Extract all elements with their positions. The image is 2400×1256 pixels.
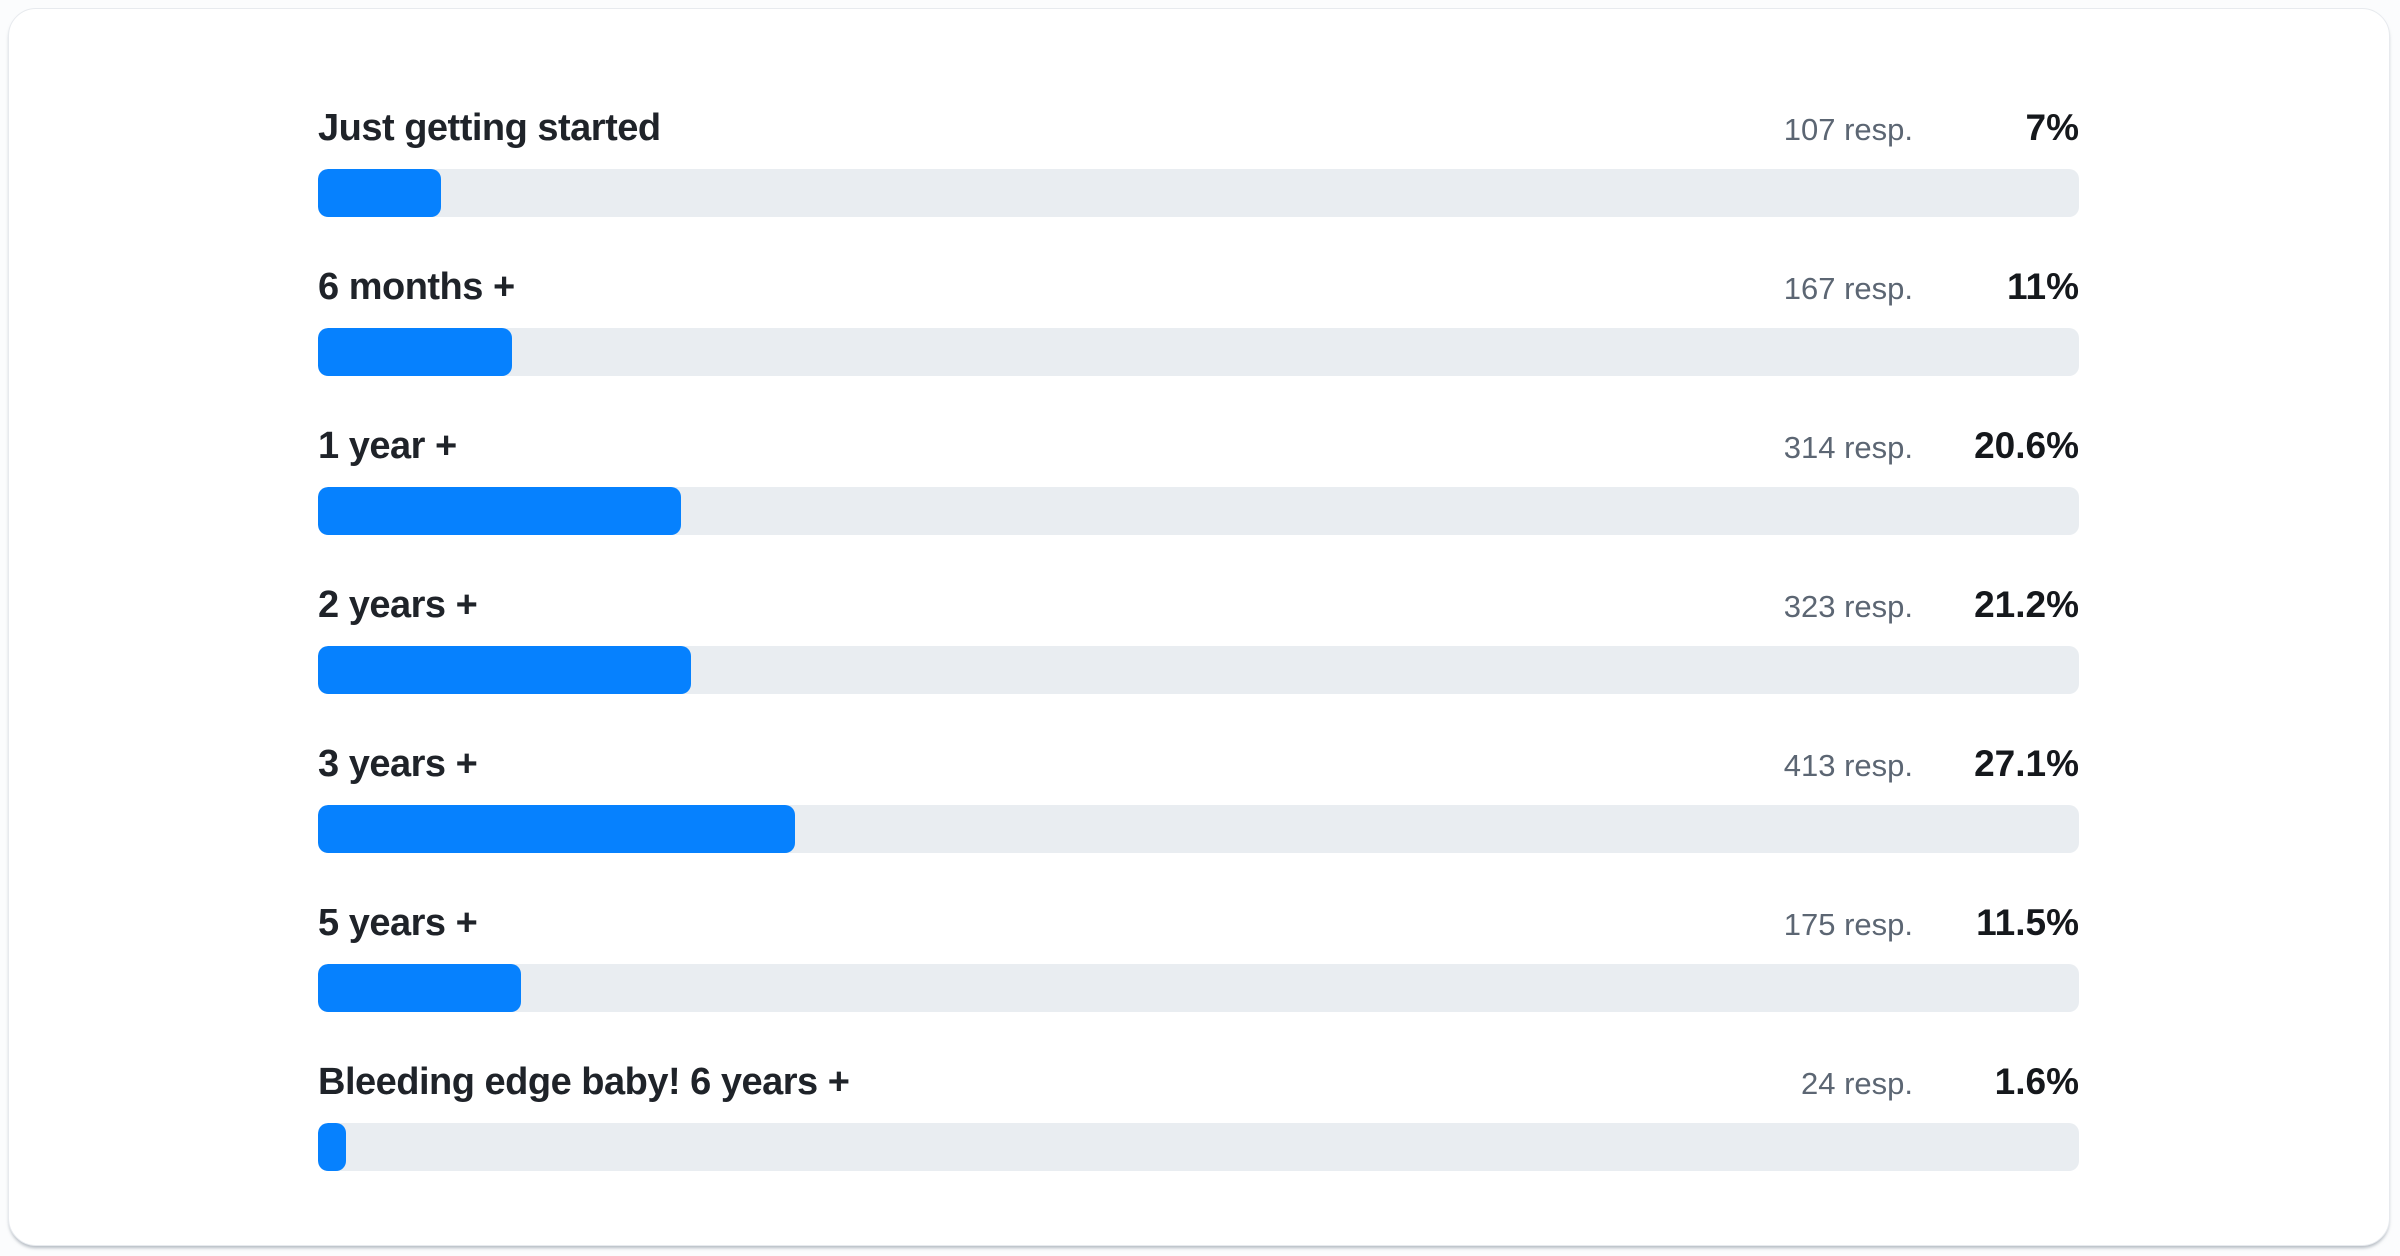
percent-value: 1.6%: [1994, 1061, 2079, 1102]
answer-row-header: 2 years + 323 resp. 21.2%: [318, 582, 2079, 630]
percent-value: 20.6%: [1974, 425, 2079, 466]
bar-track: [318, 646, 2079, 694]
answer-row-header: 1 year + 314 resp. 20.6%: [318, 423, 2079, 471]
response-count: 323 resp.: [1783, 589, 1913, 624]
answer-row: 1 year + 314 resp. 20.6%: [318, 423, 2079, 535]
answer-label: 2 years +: [318, 584, 478, 626]
bar-row-list: Just getting started 107 resp. 7% 6 mont…: [318, 105, 2079, 1171]
bar-fill: [318, 805, 796, 853]
response-count: 314 resp.: [1783, 430, 1913, 465]
bar-track: [318, 487, 2079, 535]
response-count: 167 resp.: [1783, 271, 1913, 306]
bar-track: [318, 169, 2079, 217]
response-count: 24 resp.: [1800, 1066, 1913, 1101]
answer-row: 3 years + 413 resp. 27.1%: [318, 741, 2079, 853]
percent-value: 11%: [2006, 266, 2079, 307]
answer-label: 5 years +: [318, 902, 478, 944]
answer-row-header: 5 years + 175 resp. 11.5%: [318, 900, 2079, 948]
bar-track: [318, 1123, 2079, 1171]
answer-row-header: 6 months + 167 resp. 11%: [318, 264, 2079, 312]
bar-track: [318, 805, 2079, 853]
answer-label: 3 years +: [318, 743, 478, 785]
percent-value: 7%: [2025, 107, 2079, 148]
bar-track: [318, 328, 2079, 376]
answer-label: Just getting started: [318, 107, 661, 149]
bar-track: [318, 964, 2079, 1012]
answer-row-header: 3 years + 413 resp. 27.1%: [318, 741, 2079, 789]
answer-row: 5 years + 175 resp. 11.5%: [318, 900, 2079, 1012]
bar-fill: [318, 646, 692, 694]
answer-row: Just getting started 107 resp. 7%: [318, 105, 2079, 217]
answer-row: 6 months + 167 resp. 11%: [318, 264, 2079, 376]
percent-value: 21.2%: [1974, 584, 2079, 625]
bar-fill: [318, 169, 442, 217]
bar-fill: [318, 487, 681, 535]
answer-label: 1 year +: [318, 425, 457, 467]
bar-fill: [318, 964, 521, 1012]
percent-value: 11.5%: [1976, 902, 2079, 943]
answer-row-header: Just getting started 107 resp. 7%: [318, 105, 2079, 153]
bar-fill: [318, 1123, 347, 1171]
survey-results-chart: Just getting started 107 resp. 7% 6 mont…: [9, 9, 2389, 1171]
answer-row: 2 years + 323 resp. 21.2%: [318, 582, 2079, 694]
answer-label: Bleeding edge baby! 6 years +: [318, 1061, 850, 1103]
percent-value: 27.1%: [1974, 743, 2079, 784]
answer-row-header: Bleeding edge baby! 6 years + 24 resp. 1…: [318, 1059, 2079, 1107]
answer-row: Bleeding edge baby! 6 years + 24 resp. 1…: [318, 1059, 2079, 1171]
response-count: 413 resp.: [1783, 748, 1913, 783]
answer-label: 6 months +: [318, 266, 515, 308]
response-count: 175 resp.: [1783, 907, 1913, 942]
bar-fill: [318, 328, 512, 376]
results-card: Just getting started 107 resp. 7% 6 mont…: [8, 8, 2390, 1246]
response-count: 107 resp.: [1783, 112, 1913, 147]
